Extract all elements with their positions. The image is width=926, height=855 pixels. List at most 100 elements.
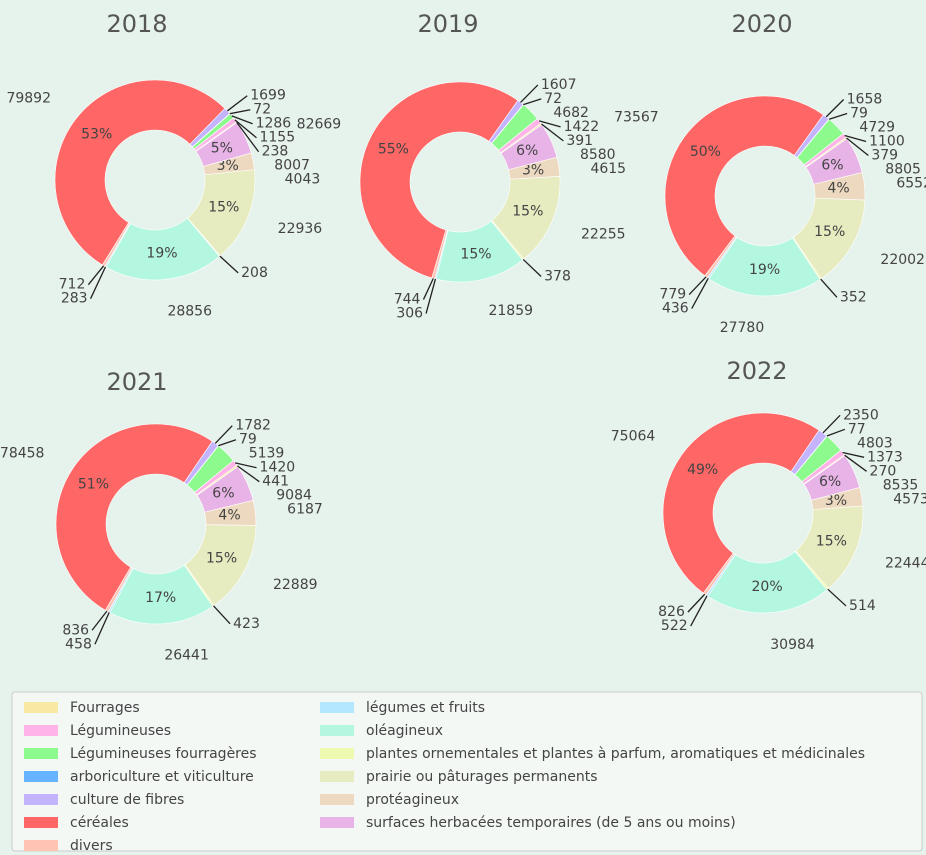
value-label: 2350	[843, 407, 879, 423]
value-label: 306	[396, 306, 423, 322]
legend-swatch	[320, 748, 354, 759]
slice	[708, 237, 821, 297]
legend-label: Fourrages	[70, 700, 140, 716]
leader-line	[218, 439, 237, 447]
value-label: 8805	[885, 161, 921, 177]
percent-label: 6%	[821, 158, 843, 174]
value-label: 522	[661, 618, 688, 634]
value-label: 4803	[857, 435, 893, 451]
leader-line	[842, 451, 865, 458]
value-label: 1699	[250, 88, 286, 104]
value-label: 82669	[297, 116, 342, 132]
leader-line	[520, 84, 539, 103]
value-label: 72	[253, 102, 271, 118]
legend-label: céréales	[70, 815, 129, 831]
percent-label: 5%	[211, 140, 233, 156]
value-label: 378	[544, 269, 571, 285]
percent-label: 15%	[512, 204, 543, 220]
percent-label: 3%	[522, 163, 544, 179]
value-label: 78458	[0, 445, 44, 461]
legend-swatch	[320, 817, 354, 828]
percent-label: 6%	[516, 143, 538, 159]
leader-line	[828, 112, 848, 120]
legend-label: divers	[70, 838, 113, 854]
value-label: 8007	[274, 158, 310, 174]
value-label: 75064	[611, 429, 656, 445]
value-label: 72	[544, 91, 562, 107]
leader-line	[229, 109, 251, 115]
legend-swatch	[24, 817, 58, 828]
legend-swatch	[320, 702, 354, 713]
value-label: 77	[848, 421, 866, 437]
leader-line	[231, 115, 253, 125]
value-label: 21859	[488, 303, 533, 319]
value-label: 826	[658, 604, 685, 620]
slice	[803, 455, 861, 501]
legend-label: arboriculture et viticulture	[70, 769, 254, 785]
value-label: 712	[59, 277, 86, 293]
slice	[54, 79, 226, 266]
chart-title: 2021	[106, 368, 167, 396]
value-label: 73567	[614, 110, 659, 126]
leader-line	[91, 610, 108, 631]
value-label: 352	[840, 289, 867, 305]
leader-line	[827, 588, 847, 607]
leader-line	[234, 119, 257, 139]
value-label: 836	[62, 622, 89, 638]
leader-line	[219, 255, 239, 274]
value-label: 1658	[847, 91, 883, 107]
value-label: 391	[566, 133, 593, 149]
percent-label: 50%	[690, 144, 721, 160]
value-label: 79	[850, 105, 868, 121]
value-label: 26441	[164, 648, 209, 664]
leader-line	[690, 595, 708, 627]
leader-line	[846, 137, 869, 156]
legend-swatch	[24, 702, 58, 713]
leader-line	[844, 454, 867, 472]
value-label: 22002	[880, 252, 925, 268]
value-label: 9084	[276, 488, 312, 504]
value-label: 744	[394, 292, 421, 308]
value-label: 4729	[859, 119, 895, 135]
value-label: 1607	[541, 77, 577, 93]
legend-swatch	[320, 771, 354, 782]
legend-label: oléagineux	[366, 723, 443, 739]
value-label: 27780	[720, 320, 765, 336]
value-label: 1782	[235, 418, 271, 434]
percent-label: 3%	[825, 493, 847, 509]
leader-line	[822, 414, 841, 434]
leader-line	[87, 265, 105, 286]
value-label: 1100	[869, 133, 905, 149]
leader-line	[844, 134, 867, 143]
value-label: 423	[233, 616, 260, 632]
chart-title: 2022	[726, 357, 787, 385]
value-label: 28856	[167, 303, 212, 319]
slice	[500, 124, 558, 170]
legend-label: prairie ou pâturages permanents	[366, 769, 598, 785]
value-label: 458	[65, 636, 92, 652]
leader-line	[825, 99, 845, 118]
value-label: 79892	[6, 91, 51, 107]
value-label: 4682	[553, 105, 589, 121]
value-label: 441	[262, 474, 289, 490]
percent-label: 15%	[206, 550, 237, 566]
percent-label: 4%	[218, 508, 240, 524]
percent-label: 15%	[460, 246, 491, 262]
value-label: 22255	[581, 227, 626, 243]
percent-label: 15%	[208, 199, 239, 215]
value-label: 22889	[273, 577, 318, 593]
legend-swatch	[320, 725, 354, 736]
value-label: 8535	[883, 477, 919, 493]
percent-label: 49%	[687, 462, 718, 478]
value-label: 1286	[256, 116, 292, 132]
value-label: 8580	[580, 147, 616, 163]
value-label: 4573	[893, 491, 926, 507]
leader-line	[687, 593, 706, 613]
leader-line	[538, 120, 561, 128]
leader-line	[236, 121, 260, 153]
leader-line	[688, 276, 707, 296]
leader-line	[522, 258, 542, 277]
value-label: 238	[262, 144, 289, 160]
chart-title: 2018	[106, 10, 167, 38]
legend-swatch	[24, 725, 58, 736]
